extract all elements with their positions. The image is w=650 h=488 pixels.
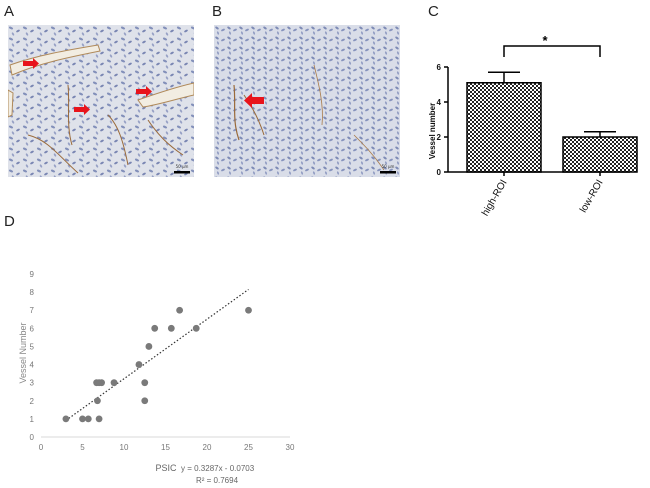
bar-chart-c: Vessel number 0 2 4 6 high-ROI low-ROI *: [428, 33, 638, 218]
y-axis-label-d: Vessel Number: [18, 322, 28, 383]
scatter-point: [84, 415, 92, 423]
red-arrow-a1: [23, 58, 39, 69]
scatter-point: [95, 415, 103, 423]
x-tick-label-d: 10: [120, 443, 129, 452]
vessel-lumen-a3: [8, 89, 14, 118]
red-arrow-a3: [136, 86, 152, 97]
y-tick-label-d: 0: [30, 433, 35, 442]
scatter-point: [176, 306, 184, 314]
y-tick-label-d: 1: [30, 415, 35, 424]
r-squared: R² = 0.7694: [196, 476, 239, 485]
scale-text-a: 50 μm: [176, 164, 189, 169]
y-tick-label-d: 5: [30, 342, 35, 351]
y-tick-label-d: 4: [30, 361, 35, 370]
scatter-point: [145, 343, 153, 350]
bar-low-ROI: [562, 136, 638, 173]
scatter-point: [141, 397, 149, 405]
scatter-point: [94, 397, 101, 405]
significance-marker: *: [542, 33, 548, 48]
capillary-b3: [313, 64, 323, 126]
panel-label-b: B: [212, 3, 223, 20]
y-tick-label-c: 6: [437, 63, 442, 72]
y-tick-label-d: 3: [30, 379, 35, 388]
panel-label-a: A: [4, 3, 15, 20]
scatter-point: [79, 415, 86, 423]
capillary-a3: [27, 134, 79, 174]
bar-high-ROI: [466, 82, 542, 173]
scatter-point: [62, 415, 70, 423]
scatter-chart-d: Vessel Number 0 1 2 3 4 5 6 7 8 9 0 5 10 15 20 25 30 PS…: [18, 270, 295, 485]
capillary-a4: [147, 119, 184, 156]
scale-text-b: 50 μm: [382, 164, 395, 169]
red-arrow-a2: [74, 104, 90, 115]
y-tick-label-d: 8: [30, 288, 35, 297]
scatter-point: [98, 379, 105, 387]
micrograph-a: 50 μm: [8, 25, 194, 177]
y-axis-label-c: Vessel number: [428, 103, 437, 159]
vessel-lumen-a2: [137, 82, 194, 108]
y-tick-label-d: 6: [30, 324, 35, 333]
scale-bar-a: [174, 171, 190, 174]
x-tick-label-d: 25: [244, 443, 253, 452]
y-tick-label-c: 4: [437, 98, 442, 107]
y-tick-label-d: 7: [30, 306, 35, 315]
panel-label-c: C: [428, 3, 439, 20]
scatter-point: [151, 324, 159, 332]
capillary-b4: [353, 134, 385, 171]
panel-label-d: D: [4, 213, 15, 230]
x-tick-label-low-ROI: low-ROI: [578, 178, 606, 215]
trendline: [65, 288, 249, 421]
significance-bracket: [503, 45, 601, 57]
x-axis-label-d: PSIC: [155, 463, 177, 473]
capillary-b1: [233, 84, 240, 141]
scatter-point: [135, 361, 143, 368]
vessel-lumen-a1: [9, 44, 101, 76]
y-tick-label-d: 9: [30, 270, 35, 279]
y-tick-label-c: 2: [437, 133, 442, 142]
x-tick-label-d: 0: [39, 443, 44, 452]
scatter-point: [141, 379, 149, 387]
y-tick-label-d: 2: [30, 397, 35, 406]
scatter-point: [167, 324, 175, 332]
x-tick-label-high-ROI: high-ROI: [480, 178, 510, 218]
x-tick-label-d: 30: [286, 443, 295, 452]
capillary-a1: [67, 84, 73, 146]
scatter-point: [192, 324, 200, 332]
x-tick-label-d: 15: [161, 443, 170, 452]
x-tick-label-d: 20: [203, 443, 212, 452]
x-tick-label-d: 5: [80, 443, 85, 452]
trendline-equation: y = 0.3287x - 0.0703: [181, 464, 255, 473]
scatter-point: [245, 306, 252, 314]
capillary-a2: [107, 114, 129, 166]
red-arrow-b1: [244, 93, 264, 108]
y-tick-label-c: 0: [437, 168, 442, 177]
scatter-point: [110, 379, 118, 387]
micrograph-b: 50 μm: [214, 25, 400, 177]
scale-bar-b: [380, 171, 396, 174]
